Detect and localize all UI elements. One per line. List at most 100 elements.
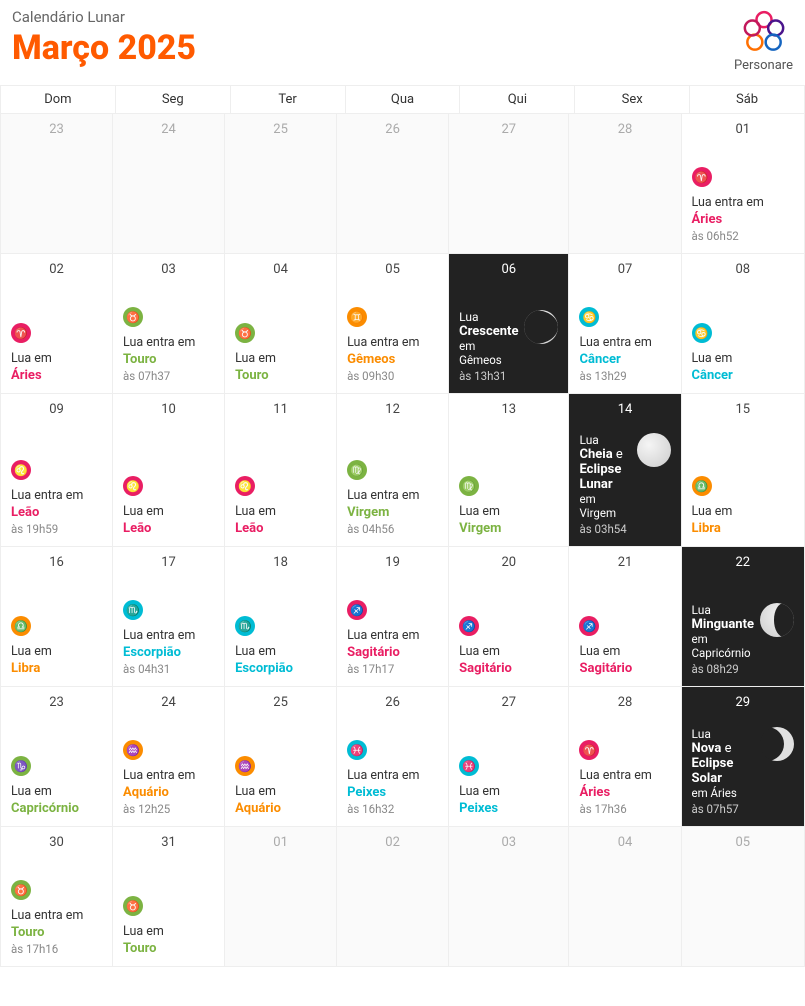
- day-number: 13: [459, 402, 558, 417]
- sign-name: Câncer: [579, 352, 670, 367]
- moon-status-text: Lua em: [459, 644, 558, 659]
- aries-icon: ♈: [692, 167, 712, 187]
- time-text: às 03h54: [579, 522, 630, 536]
- time-text: às 04h31: [123, 662, 214, 676]
- day-number: 26: [347, 122, 438, 137]
- moon-status-text: Lua entra em: [579, 768, 670, 783]
- calendar-cell[interactable]: 29LuaNova e Eclipse Solarem Áriesàs 07h5…: [682, 687, 805, 827]
- calendar-cell[interactable]: 03♉Lua entra emTouroàs 07h37: [113, 254, 225, 394]
- brand-logo[interactable]: Personare: [734, 8, 793, 73]
- calendar-cell[interactable]: 23♑Lua emCapricórnio: [1, 687, 113, 827]
- moon-status-text: Lua entra em: [11, 908, 102, 923]
- day-number: 20: [459, 555, 558, 570]
- calendar-cell[interactable]: 14LuaCheia e Eclipse Lunarem Virgemàs 03…: [569, 394, 681, 547]
- calendar-cell[interactable]: 30♉Lua entra emTouroàs 17h16: [1, 827, 113, 967]
- dow-cell: Qua: [346, 86, 461, 114]
- calendar-cell[interactable]: 02♈Lua emÁries: [1, 254, 113, 394]
- cell-content: ♉Lua entra emTouroàs 17h16: [11, 880, 102, 956]
- aquario-icon: ♒: [123, 740, 143, 760]
- dow-cell: Ter: [231, 86, 346, 114]
- calendar-cell[interactable]: 17♏Lua entra emEscorpiãoàs 04h31: [113, 547, 225, 687]
- moon-status-text: Lua entra em: [123, 335, 214, 350]
- calendar-cell[interactable]: 15 ♎Lua emLibra: [682, 394, 805, 547]
- day-number: 14: [579, 402, 670, 417]
- cell-content: ♓Lua entra emPeixesàs 16h32: [347, 740, 438, 816]
- calendar-cell[interactable]: 22 LuaMinguanteem Capricórnioàs 08h29: [682, 547, 805, 687]
- day-number: 26: [347, 695, 438, 710]
- time-text: às 19h59: [11, 522, 102, 536]
- page-subtitle: Calendário Lunar: [12, 8, 196, 26]
- libra-icon: ♎: [692, 476, 712, 496]
- touro-icon: ♉: [235, 323, 255, 343]
- cell-content: ♎Lua emLibra: [692, 476, 794, 536]
- sign-name: Touro: [235, 368, 326, 383]
- moon-status-text: Lua entra em: [123, 768, 214, 783]
- touro-icon: ♉: [123, 896, 143, 916]
- day-number: 22: [692, 555, 794, 570]
- day-number: 11: [235, 402, 326, 417]
- phase-sign: em Áries: [692, 786, 754, 800]
- phase-row: LuaMinguanteem Capricórnioàs 08h29: [692, 603, 794, 676]
- day-number: 15: [692, 402, 794, 417]
- calendar-cell[interactable]: 25♒Lua emAquário: [225, 687, 337, 827]
- sagitario-icon: ♐: [459, 616, 479, 636]
- calendar-cell: 25: [225, 114, 337, 254]
- calendar-cell[interactable]: 12♍Lua entra emVirgemàs 04h56: [337, 394, 449, 547]
- calendar-cell[interactable]: 11♌Lua emLeão: [225, 394, 337, 547]
- calendar-cell[interactable]: 04♉Lua emTouro: [225, 254, 337, 394]
- moon-status-text: Lua entra em: [347, 335, 438, 350]
- calendar-cell[interactable]: 20♐Lua emSagitário: [449, 547, 569, 687]
- dow-cell: Sáb: [690, 86, 805, 114]
- calendar-cell[interactable]: 31♉Lua emTouro: [113, 827, 225, 967]
- day-number: 17: [123, 555, 214, 570]
- day-number: 29: [692, 695, 794, 710]
- sign-name: Touro: [123, 352, 214, 367]
- cell-content: ♋Lua emCâncer: [692, 323, 794, 383]
- time-text: às 17h16: [11, 942, 102, 956]
- calendar-cell: 05: [682, 827, 805, 967]
- calendar-cell[interactable]: 21♐Lua emSagitário: [569, 547, 681, 687]
- moon-phase-icon: [637, 433, 671, 467]
- moon-status-text: Lua em: [11, 644, 102, 659]
- calendar-cell[interactable]: 13♍Lua emVirgem: [449, 394, 569, 547]
- dow-cell: Dom: [1, 86, 116, 114]
- calendar-cell[interactable]: 07♋Lua entra emCânceràs 13h29: [569, 254, 681, 394]
- peixes-icon: ♓: [459, 756, 479, 776]
- calendar-cell[interactable]: 09♌Lua entra emLeãoàs 19h59: [1, 394, 113, 547]
- phase-row: LuaCrescenteem Gêmeosàs 13h31: [459, 310, 558, 383]
- peixes-icon: ♓: [347, 740, 367, 760]
- page-title: Março 2025: [12, 28, 196, 68]
- moon-status-text: Lua em: [123, 504, 214, 519]
- calendar-cell[interactable]: 19♐Lua entra emSagitárioàs 17h17: [337, 547, 449, 687]
- cell-content: ♊Lua entra emGêmeosàs 09h30: [347, 307, 438, 383]
- moon-status-text: Lua entra em: [347, 488, 438, 503]
- sign-name: Aquário: [235, 801, 326, 816]
- time-text: às 17h17: [347, 662, 438, 676]
- sign-name: Virgem: [459, 521, 558, 536]
- calendar-cell[interactable]: 01♈Lua entra emÁriesàs 06h52: [682, 114, 805, 254]
- moon-phase-icon: [760, 603, 794, 637]
- cell-content: ♓Lua emPeixes: [459, 756, 558, 816]
- leao-icon: ♌: [235, 476, 255, 496]
- calendar-cell[interactable]: 28♈Lua entra emÁriesàs 17h36: [569, 687, 681, 827]
- moon-status-text: Lua entra em: [123, 628, 214, 643]
- time-text: às 16h32: [347, 802, 438, 816]
- moon-status-text: Lua em: [123, 924, 214, 939]
- calendar-cell[interactable]: 06LuaCrescenteem Gêmeosàs 13h31: [449, 254, 569, 394]
- calendar-cell[interactable]: 18♏Lua emEscorpião: [225, 547, 337, 687]
- calendar-cell[interactable]: 24♒Lua entra emAquárioàs 12h25: [113, 687, 225, 827]
- calendar-cell[interactable]: 10♌Lua emLeão: [113, 394, 225, 547]
- calendar-cell: 23: [1, 114, 113, 254]
- calendar-cell[interactable]: 05♊Lua entra emGêmeosàs 09h30: [337, 254, 449, 394]
- phase-title: Lua: [579, 433, 630, 447]
- calendar-cell[interactable]: 16♎Lua emLibra: [1, 547, 113, 687]
- calendar-cell[interactable]: 08♋Lua emCâncer: [682, 254, 805, 394]
- calendar-cell[interactable]: 26 ♓Lua entra emPeixesàs 16h32: [337, 687, 449, 827]
- moon-status-text: Lua entra em: [11, 488, 102, 503]
- phase-name: Minguante: [692, 617, 754, 632]
- sign-name: Gêmeos: [347, 352, 438, 367]
- moon-phase-icon: [760, 727, 794, 761]
- calendar-cell[interactable]: 27♓Lua emPeixes: [449, 687, 569, 827]
- time-text: às 12h25: [123, 802, 214, 816]
- day-number: 02: [11, 262, 102, 277]
